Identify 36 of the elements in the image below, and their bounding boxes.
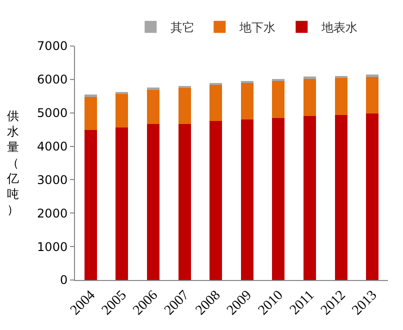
y-tick-label: 0	[60, 273, 68, 288]
y-tick-label: 7000	[37, 39, 68, 54]
bar	[366, 114, 379, 280]
bar	[303, 116, 316, 280]
legend-label: 其它	[170, 20, 195, 34]
bar	[178, 124, 191, 280]
bar	[240, 82, 254, 120]
bar	[303, 76, 316, 79]
bar	[334, 77, 348, 115]
bar	[240, 120, 254, 280]
bar	[210, 121, 222, 280]
y-tick-label: 2000	[37, 206, 68, 220]
bar	[303, 78, 316, 116]
bar	[84, 130, 97, 280]
bar	[146, 89, 160, 124]
bar	[84, 96, 97, 130]
bar	[334, 114, 348, 280]
bar	[366, 76, 379, 114]
bar	[116, 94, 128, 128]
legend-label: 地下水	[238, 20, 276, 34]
bar	[272, 80, 285, 118]
bar	[146, 87, 160, 90]
bar	[146, 124, 160, 280]
bar	[178, 88, 191, 124]
bar	[210, 84, 222, 122]
y-tick-label: 6000	[37, 72, 68, 87]
bar	[272, 118, 285, 280]
y-tick-label: 4000	[37, 139, 68, 154]
y-tick-label: 1000	[37, 240, 68, 254]
legend-label: 地表水	[320, 20, 358, 34]
bar	[84, 94, 97, 97]
bar	[366, 74, 379, 77]
y-tick-label: 5000	[37, 106, 68, 120]
bar	[116, 128, 128, 280]
y-tick-label: 3000	[37, 172, 68, 187]
y-axis-title: 供水量（亿吨）	[6, 109, 19, 217]
